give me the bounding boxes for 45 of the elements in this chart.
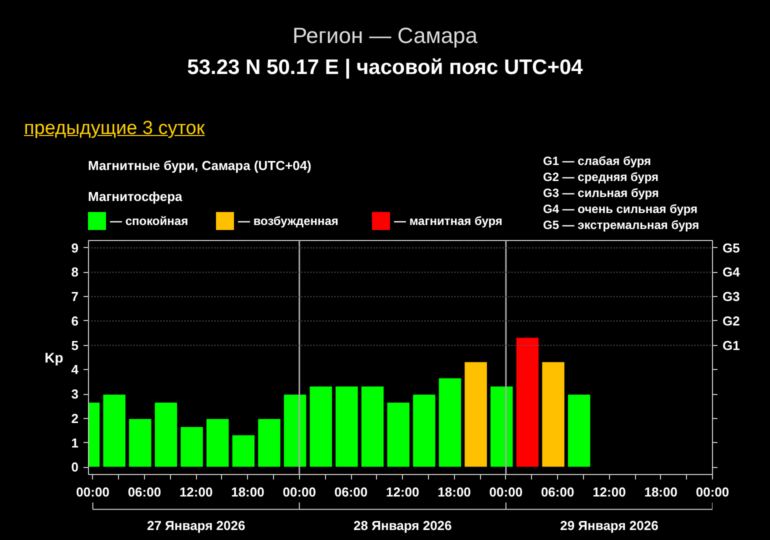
y-tick-label: 9	[71, 240, 79, 256]
chart-title: Регион — Самара	[291, 22, 479, 50]
x-tick-label: 12:00	[386, 484, 420, 500]
chart-subtitle: 53.23 N 50.17 E | часовой пояс UTC+04	[186, 55, 584, 81]
text: G5 — экстремальная буря	[543, 218, 700, 232]
ref-line-label: G3	[722, 289, 740, 304]
y-tick-label: 8	[71, 264, 79, 280]
text: G4 — очень сильная буря	[543, 202, 698, 216]
text: G1 — слабая буря	[543, 154, 652, 168]
x-tick-label: 00:00	[282, 484, 316, 500]
y-tick-label: 5	[71, 338, 79, 353]
ref-line-label: G1	[722, 338, 740, 353]
x-tick-label: 00:00	[489, 484, 523, 500]
y-tick-label: 1	[71, 435, 79, 450]
x-tick-label: 18:00	[438, 484, 471, 500]
x-tick-label: 00:00	[696, 484, 730, 500]
y-axis-title: Kp	[44, 350, 64, 366]
text: 27 Января 2026	[146, 518, 246, 533]
text: 28 Января 2026	[354, 518, 452, 533]
y-tick-label: 4	[71, 362, 80, 378]
legend-title: Магнитосфера	[88, 188, 182, 206]
text: 29 Января 2026	[560, 518, 658, 533]
x-tick-label: 06:00	[128, 484, 162, 500]
x-tick-label: 18:00	[644, 484, 678, 500]
y-tick-label: 7	[71, 289, 79, 304]
legend-label: — спокойная	[110, 213, 188, 230]
ref-line-label: G4	[722, 264, 741, 280]
text: G2 — средняя буря	[543, 170, 658, 184]
ref-line-label: G5	[722, 240, 740, 256]
y-tick-label: 3	[71, 386, 79, 402]
x-tick-label: 06:00	[540, 484, 574, 500]
y-tick-label: 6	[71, 313, 79, 328]
text: G3 — сильная буря	[543, 186, 659, 200]
x-tick-label: 12:00	[179, 484, 213, 500]
legend-label: — возбужденная	[238, 213, 338, 230]
y-tick-label: 2	[71, 410, 79, 426]
text: предыдущие 3 суток	[24, 117, 205, 141]
x-tick-label: 18:00	[231, 484, 264, 500]
legend-label: — магнитная буря	[394, 213, 502, 230]
x-tick-label: 12:00	[592, 484, 626, 500]
ref-line-label: G2	[722, 313, 740, 328]
y-tick-label: 0	[71, 460, 79, 475]
text: Магнитные бури, Самара (UTC+04)	[88, 157, 312, 175]
x-tick-label: 00:00	[76, 484, 110, 500]
x-tick-label: 06:00	[334, 484, 368, 500]
